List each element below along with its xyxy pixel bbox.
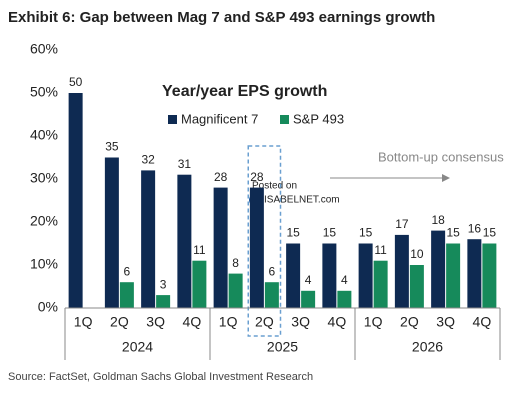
data-label: 15 (359, 226, 373, 240)
bar (409, 265, 424, 308)
x-tick-label: 4Q (473, 314, 492, 330)
data-label: 15 (286, 226, 300, 240)
bar (467, 239, 482, 308)
bar (213, 187, 228, 308)
data-label: 18 (431, 213, 445, 227)
x-tick-label: 4Q (183, 314, 202, 330)
inner-title: Year/year EPS growth (162, 83, 327, 100)
bar (337, 290, 352, 308)
data-label: 15 (483, 226, 497, 240)
data-label: 32 (141, 153, 155, 167)
data-label: 15 (323, 226, 337, 240)
watermark: ISABELNET.com (264, 195, 340, 206)
x-tick-label: 3Q (291, 314, 310, 330)
data-label: 8 (232, 256, 239, 270)
bar (322, 243, 337, 308)
data-label: 15 (446, 226, 460, 240)
x-tick-label: 2Q (255, 314, 274, 330)
arrow-head (442, 174, 450, 182)
x-tick-label: 1Q (364, 314, 383, 330)
watermark: Posted on (252, 181, 297, 192)
bar (68, 93, 83, 308)
group-label: 2024 (122, 339, 153, 355)
x-tick-label: 2Q (110, 314, 129, 330)
bar (156, 295, 171, 308)
highlight-box (247, 145, 282, 337)
source: Source: FactSet, Goldman Sachs Global In… (8, 371, 313, 383)
bar (446, 243, 461, 308)
y-tick-label: 50% (30, 84, 58, 100)
data-label: 11 (374, 243, 387, 257)
legend-label: S&P 493 (293, 111, 344, 126)
y-tick-label: 0% (38, 299, 58, 315)
bar (286, 243, 301, 308)
legend-label: Magnificent 7 (181, 111, 258, 126)
group-label: 2025 (267, 339, 298, 355)
bar (119, 282, 134, 308)
data-label: 11 (193, 243, 206, 257)
bar (249, 187, 264, 308)
y-tick-label: 30% (30, 170, 58, 186)
x-tick-label: 1Q (219, 314, 238, 330)
legend-swatch (168, 115, 177, 124)
bar (104, 157, 119, 308)
data-label: 17 (395, 217, 409, 231)
data-label: 4 (305, 273, 312, 287)
x-tick-label: 1Q (74, 314, 93, 330)
x-tick-label: 3Q (146, 314, 165, 330)
y-tick-label: 60% (30, 41, 58, 57)
x-tick-label: 4Q (328, 314, 347, 330)
y-tick-label: 10% (30, 256, 58, 272)
legend-swatch (280, 115, 289, 124)
data-label: 4 (341, 273, 348, 287)
bar (192, 260, 207, 308)
data-label: 3 (160, 277, 167, 291)
x-tick-label: 3Q (436, 314, 455, 330)
x-tick-label: 2Q (400, 314, 419, 330)
data-label: 28 (250, 170, 264, 184)
bar (301, 290, 316, 308)
data-label: 31 (178, 157, 192, 171)
y-tick-label: 20% (30, 213, 58, 229)
bar (264, 282, 279, 308)
chart-title: Exhibit 6: Gap between Mag 7 and S&P 493… (8, 9, 435, 26)
bar (358, 243, 373, 308)
data-label: 6 (124, 264, 131, 278)
bar (373, 260, 388, 308)
y-tick-label: 40% (30, 127, 58, 143)
data-label: 10 (410, 247, 424, 261)
bar (177, 174, 192, 308)
bar (482, 243, 497, 308)
bar (228, 273, 243, 308)
group-label: 2026 (412, 339, 443, 355)
data-label: 6 (269, 264, 276, 278)
data-label: 35 (105, 140, 119, 154)
bar (141, 170, 156, 308)
data-label: 28 (214, 170, 228, 184)
bar (394, 234, 409, 308)
data-label: 50 (69, 75, 83, 89)
bar (431, 230, 446, 308)
annotation: Bottom-up consensus (378, 149, 504, 164)
data-label: 16 (468, 221, 482, 235)
